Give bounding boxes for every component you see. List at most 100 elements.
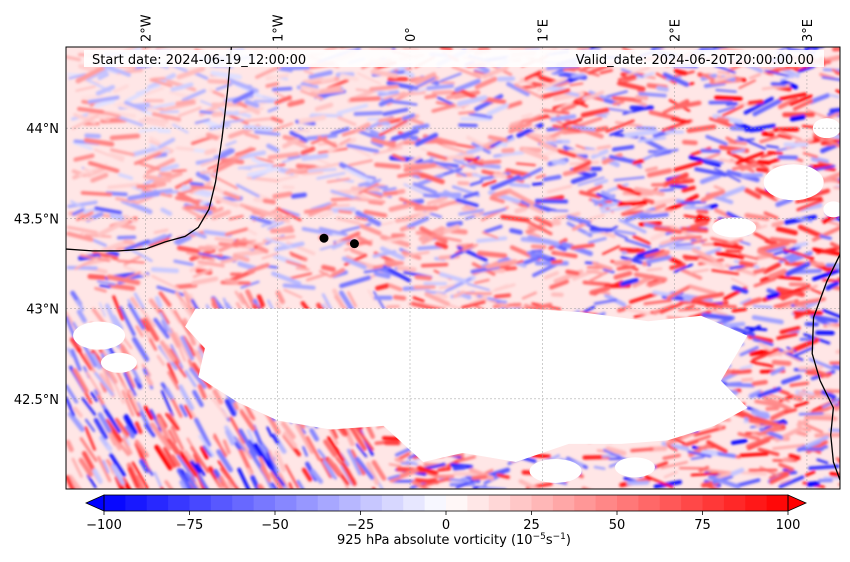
vorticity-streak bbox=[420, 262, 449, 268]
vorticity-streak bbox=[643, 299, 672, 306]
vorticity-streak bbox=[123, 371, 137, 397]
mask-patch bbox=[529, 458, 582, 483]
vorticity-streak bbox=[464, 291, 493, 296]
vorticity-streak bbox=[378, 116, 395, 123]
vorticity-streak bbox=[389, 467, 419, 483]
vorticity-streak bbox=[159, 340, 176, 362]
map-panel bbox=[65, 46, 841, 490]
vorticity-streak bbox=[228, 214, 244, 221]
vorticity-streak bbox=[751, 379, 768, 386]
colorbar-bin bbox=[403, 495, 426, 511]
vorticity-streak bbox=[496, 76, 516, 82]
vorticity-streak bbox=[239, 409, 256, 431]
vorticity-streak bbox=[260, 465, 271, 480]
vorticity-streak bbox=[633, 272, 668, 282]
vorticity-streak bbox=[144, 86, 165, 96]
vorticity-streak bbox=[108, 282, 136, 291]
mask-patch bbox=[100, 352, 137, 373]
vorticity-streak bbox=[527, 235, 561, 247]
vorticity-streak bbox=[731, 285, 749, 294]
vorticity-streak bbox=[609, 129, 624, 137]
vorticity-streak bbox=[639, 212, 669, 220]
vorticity-streak bbox=[637, 136, 667, 143]
vorticity-streak bbox=[458, 208, 485, 216]
vorticity-streak bbox=[248, 439, 262, 458]
vorticity-streak bbox=[611, 96, 642, 103]
vorticity-streak bbox=[533, 216, 553, 228]
vorticity-streak bbox=[280, 421, 296, 440]
location-marker bbox=[349, 239, 359, 249]
vorticity-streak bbox=[738, 260, 755, 268]
date-banner bbox=[84, 50, 824, 67]
vorticity-streak bbox=[221, 118, 245, 125]
vorticity-streak bbox=[618, 218, 647, 234]
vorticity-streak bbox=[584, 90, 605, 101]
vorticity-streak bbox=[700, 450, 718, 457]
vorticity-streak bbox=[367, 289, 376, 301]
vorticity-streak bbox=[327, 137, 357, 153]
vorticity-streak bbox=[212, 195, 240, 208]
vorticity-streak bbox=[436, 96, 456, 107]
colorbar-bin bbox=[467, 495, 490, 511]
vorticity-streak bbox=[713, 167, 741, 183]
vorticity-streak bbox=[557, 148, 577, 158]
vorticity-streak bbox=[222, 439, 231, 455]
vorticity-streak bbox=[290, 192, 307, 199]
vorticity-streak bbox=[346, 143, 380, 153]
vorticity-streak bbox=[295, 423, 315, 454]
vorticity-streak bbox=[617, 74, 642, 81]
vorticity-streak bbox=[658, 188, 675, 193]
vorticity-streak bbox=[460, 89, 477, 100]
vorticity-streak bbox=[347, 159, 373, 167]
vorticity-streak bbox=[200, 170, 212, 174]
vorticity-streak bbox=[703, 81, 726, 88]
vorticity-streak bbox=[66, 347, 74, 358]
mask-patch bbox=[614, 457, 655, 478]
vorticity-streak bbox=[254, 130, 281, 136]
vorticity-streak bbox=[829, 94, 840, 99]
vorticity-streak bbox=[318, 226, 348, 236]
vorticity-streak bbox=[671, 117, 691, 124]
vorticity-streak bbox=[174, 283, 198, 290]
vorticity-streak bbox=[212, 185, 224, 194]
vorticity-streak bbox=[599, 201, 619, 210]
vorticity-streak bbox=[305, 435, 321, 461]
vorticity-streak bbox=[690, 298, 724, 310]
vorticity-streak bbox=[108, 47, 123, 52]
vorticity-streak bbox=[493, 293, 512, 299]
vorticity-streak bbox=[123, 214, 138, 223]
vorticity-streak bbox=[301, 226, 333, 236]
vorticity-streak bbox=[127, 466, 140, 489]
vorticity-streak bbox=[705, 134, 728, 146]
vorticity-streak bbox=[412, 182, 438, 195]
vorticity-streak bbox=[767, 349, 794, 358]
vorticity-streak bbox=[764, 69, 794, 78]
vorticity-streak bbox=[323, 439, 338, 458]
vorticity-streak bbox=[349, 426, 367, 451]
vorticity-streak bbox=[438, 284, 457, 290]
vorticity-streak bbox=[301, 153, 329, 161]
vorticity-streak bbox=[731, 148, 746, 154]
vorticity-streak bbox=[536, 77, 567, 92]
vorticity-streak bbox=[227, 77, 259, 94]
vorticity-streak bbox=[173, 309, 191, 336]
vorticity-streak bbox=[543, 271, 559, 280]
vorticity-streak bbox=[271, 482, 278, 489]
vorticity-streak bbox=[76, 299, 85, 312]
colorbar-bin bbox=[574, 495, 597, 511]
vorticity-streak bbox=[541, 108, 570, 115]
vorticity-streak bbox=[653, 226, 683, 234]
vorticity-streak bbox=[810, 314, 839, 324]
vorticity-streak bbox=[717, 70, 731, 75]
vorticity-streak bbox=[355, 210, 382, 227]
vorticity-streak bbox=[153, 317, 170, 339]
vorticity-streak bbox=[308, 70, 333, 80]
vorticity-streak bbox=[743, 96, 774, 115]
colorbar-bin bbox=[275, 495, 297, 511]
vorticity-streak bbox=[635, 94, 649, 101]
vorticity-streak bbox=[826, 324, 839, 330]
colorbar-tick-label: −50 bbox=[261, 518, 288, 533]
vorticity-streak bbox=[267, 219, 287, 230]
vorticity-streak bbox=[789, 94, 813, 106]
vorticity-streak bbox=[703, 483, 720, 489]
